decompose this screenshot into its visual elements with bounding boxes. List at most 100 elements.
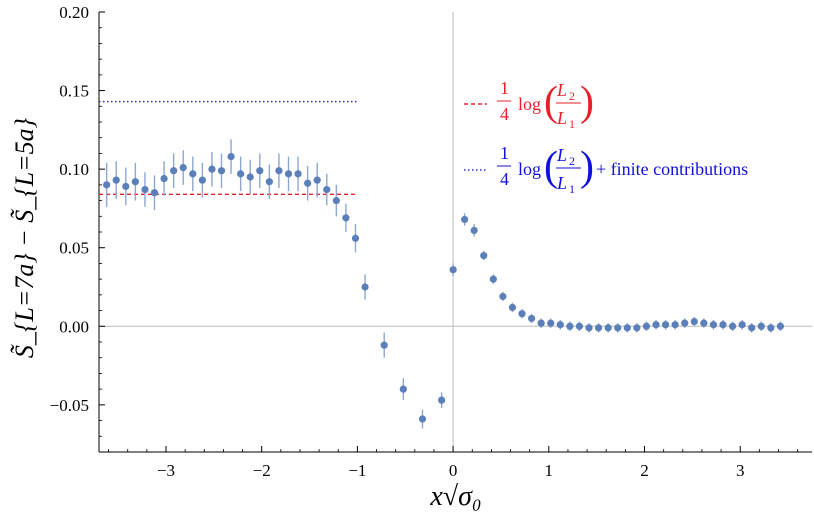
point-marker — [518, 310, 526, 318]
legend-red-den-sub: 1 — [569, 117, 575, 131]
point-marker — [198, 176, 206, 184]
point-marker — [150, 189, 159, 197]
data-point — [112, 161, 120, 199]
data-point — [351, 224, 360, 253]
point-marker — [604, 324, 612, 332]
data-point — [275, 153, 283, 188]
data-point — [294, 156, 302, 192]
x-tick-label: 0 — [449, 461, 458, 480]
point-marker — [179, 163, 187, 172]
point-marker — [418, 415, 427, 423]
data-point — [323, 173, 331, 206]
data-point — [380, 332, 388, 358]
data-point — [227, 139, 235, 174]
point-marker — [709, 321, 718, 329]
point-marker — [661, 321, 670, 329]
point-marker — [776, 322, 785, 330]
point-marker — [671, 321, 679, 329]
data-point — [690, 316, 698, 327]
point-marker — [246, 173, 254, 181]
data-point — [246, 159, 254, 195]
data-point — [150, 175, 159, 210]
axis-ticks: −3 −2 −1 0 1 2 3 0.20 0.15 0.10 0.05 0.00 −0.05 — [50, 3, 799, 480]
point-marker — [449, 266, 457, 274]
data-point — [122, 167, 130, 206]
legend-blue-frac-num: 1 — [500, 143, 509, 163]
y-tick-label: 0.05 — [59, 239, 89, 258]
data-points — [103, 139, 785, 429]
data-point — [508, 302, 517, 313]
legend-blue-fn: log — [518, 159, 541, 179]
point-marker — [256, 167, 264, 175]
point-marker — [757, 322, 765, 330]
point-marker — [103, 181, 111, 189]
x-tick-label: −1 — [348, 461, 366, 480]
point-marker — [652, 321, 660, 329]
point-marker — [728, 322, 737, 330]
data-point — [719, 320, 727, 330]
data-point — [131, 162, 139, 201]
legend: 1 4 log ( L 2 L 1 ) 1 4 log ( L 2 L 1 ) … — [464, 78, 748, 196]
point-marker — [112, 176, 120, 184]
data-point — [661, 320, 670, 330]
point-marker — [294, 170, 302, 178]
point-marker — [681, 319, 689, 327]
data-point — [652, 320, 660, 330]
legend-blue-num: L — [556, 145, 567, 165]
data-point — [556, 320, 564, 330]
x-tick-label: −2 — [253, 461, 271, 480]
data-point — [103, 162, 111, 207]
point-marker — [237, 170, 245, 178]
x-tick-label: 2 — [640, 461, 649, 480]
data-point — [757, 321, 765, 331]
y-tick-label: 0.20 — [59, 3, 89, 22]
point-marker — [489, 275, 497, 283]
data-point — [189, 156, 197, 192]
legend-blue-rparen: ) — [580, 144, 594, 190]
data-point — [342, 203, 350, 232]
point-marker — [141, 185, 149, 194]
data-point — [237, 156, 245, 192]
data-point — [489, 274, 497, 284]
data-point — [776, 321, 785, 331]
data-point — [642, 321, 651, 331]
data-point — [585, 323, 593, 333]
point-marker — [399, 385, 407, 393]
legend-blue-suffix: + finite contributions — [596, 159, 748, 179]
x-tick-label: 3 — [736, 461, 745, 480]
point-marker — [575, 322, 584, 330]
data-point — [633, 323, 641, 333]
point-marker — [537, 319, 545, 327]
x-tick-label: 1 — [545, 461, 554, 480]
zero-lines — [99, 12, 812, 452]
point-marker — [480, 251, 488, 260]
legend-red-num-sub: 2 — [569, 89, 575, 103]
data-point — [438, 392, 446, 408]
point-marker — [351, 234, 360, 242]
y-tick-label: 0.10 — [59, 160, 89, 179]
point-marker — [189, 170, 197, 178]
legend-red-frac-den: 4 — [500, 104, 509, 124]
data-point — [518, 309, 526, 319]
y-tick-label: 0.15 — [59, 82, 89, 101]
data-point — [738, 320, 746, 330]
data-point — [284, 156, 293, 192]
data-point — [566, 321, 574, 331]
point-marker — [499, 292, 507, 301]
data-point — [449, 263, 457, 276]
legend-red-rparen: ) — [580, 79, 594, 125]
data-point — [179, 150, 187, 185]
y-axis-label: S̃_{L=7a} − S̃_{L=5a} — [10, 117, 39, 358]
legend-entry-blue: 1 4 log ( L 2 L 1 ) + finite contributio… — [497, 143, 748, 196]
point-marker — [284, 170, 293, 178]
data-point — [671, 320, 679, 330]
point-marker — [313, 176, 321, 184]
point-marker — [556, 321, 564, 329]
reference-lines — [99, 100, 358, 195]
point-marker — [160, 174, 168, 183]
data-point — [304, 166, 312, 201]
point-marker — [217, 167, 226, 175]
legend-red-den: L — [556, 108, 567, 128]
point-marker — [547, 319, 555, 327]
